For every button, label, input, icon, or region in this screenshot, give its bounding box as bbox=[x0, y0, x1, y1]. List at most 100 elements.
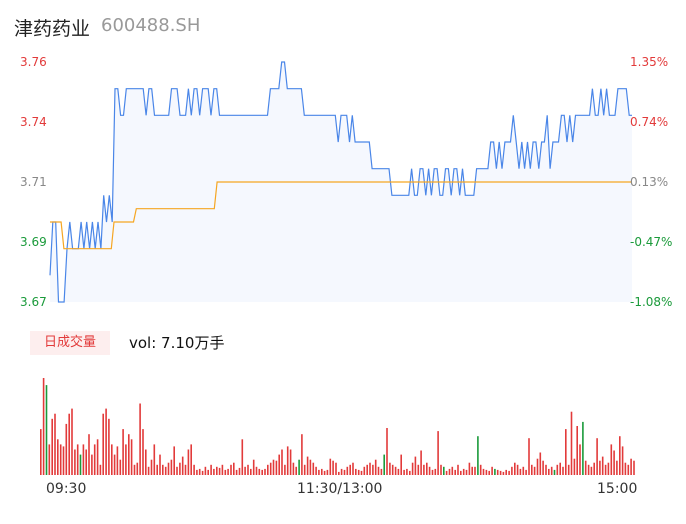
volume-bar bbox=[244, 466, 246, 475]
volume-bar bbox=[505, 469, 507, 475]
volume-bar bbox=[454, 469, 456, 475]
volume-bar bbox=[91, 454, 93, 475]
volume-bar bbox=[289, 449, 292, 475]
volume-bar bbox=[477, 436, 479, 475]
volume-bar bbox=[340, 468, 343, 475]
volume-bar bbox=[323, 470, 326, 475]
volume-bar bbox=[303, 464, 306, 475]
stock-code: 600488.SH bbox=[101, 15, 201, 36]
volume-bar bbox=[187, 449, 190, 475]
volume-bar bbox=[278, 454, 280, 475]
average-price-line bbox=[50, 181, 632, 250]
volume-bar bbox=[204, 466, 207, 475]
volume-bar bbox=[357, 469, 360, 475]
volume-bar bbox=[142, 429, 144, 475]
volume-bar bbox=[383, 454, 385, 475]
volume-bar bbox=[593, 462, 595, 475]
volume-bar bbox=[502, 471, 505, 475]
volume-bar bbox=[519, 468, 522, 475]
volume-bar bbox=[363, 466, 366, 475]
volume-bar bbox=[550, 466, 553, 475]
volume-bar bbox=[306, 456, 309, 475]
volume-bar bbox=[68, 413, 70, 475]
volume-bar bbox=[145, 449, 147, 475]
volume-bar bbox=[409, 470, 411, 475]
volume-bar bbox=[440, 464, 442, 475]
volume-text: vol: 7.10万手 bbox=[129, 334, 225, 352]
pct-tick-1: 0.74% bbox=[630, 115, 669, 129]
volume-bar bbox=[210, 464, 212, 475]
volume-bar bbox=[621, 446, 624, 475]
pct-tick-2: 0.13% bbox=[630, 175, 669, 189]
volume-bar bbox=[284, 464, 286, 475]
volume-bar bbox=[59, 444, 62, 475]
volume-bar bbox=[315, 466, 317, 475]
volume-bar bbox=[147, 466, 150, 475]
volume-bar bbox=[479, 464, 482, 475]
volume-bar bbox=[179, 462, 181, 475]
volume-bar bbox=[559, 462, 561, 475]
price-tick-3: 3.69 bbox=[20, 235, 47, 249]
volume-bar bbox=[261, 469, 263, 475]
volume-bar bbox=[374, 459, 377, 475]
volume-bar bbox=[499, 470, 502, 475]
volume-bar bbox=[431, 469, 434, 475]
volume-bar bbox=[565, 429, 567, 475]
volume-bar bbox=[230, 464, 232, 475]
volume-bar bbox=[62, 446, 65, 475]
volume-bar bbox=[355, 468, 357, 475]
volume-bar bbox=[238, 467, 241, 475]
volume-bar bbox=[465, 469, 468, 475]
volume-bar bbox=[173, 446, 175, 475]
volume-bar bbox=[116, 446, 119, 475]
volume-bar bbox=[386, 428, 388, 475]
volume-bar bbox=[372, 464, 374, 475]
volume-bar bbox=[301, 434, 303, 475]
volume-bar bbox=[45, 385, 48, 475]
volume-bar bbox=[102, 413, 104, 475]
volume-bar bbox=[525, 469, 527, 475]
volume-bar bbox=[292, 462, 295, 475]
volume-bar bbox=[411, 462, 414, 475]
volume-bar bbox=[207, 469, 209, 475]
volume-bar bbox=[485, 469, 488, 475]
volume-bar bbox=[417, 464, 420, 475]
volume-bar bbox=[241, 439, 244, 475]
volume-bar bbox=[258, 468, 261, 475]
pct-tick-0: 1.35% bbox=[630, 55, 669, 69]
price-tick-4: 3.67 bbox=[20, 295, 47, 309]
volume-bar bbox=[275, 460, 278, 475]
volume-bar bbox=[428, 466, 431, 475]
volume-bar bbox=[587, 464, 590, 475]
volume-bar bbox=[108, 418, 110, 475]
volume-bar bbox=[420, 450, 422, 475]
volume-bar bbox=[252, 459, 255, 475]
volume-bar bbox=[508, 470, 510, 475]
volume-bar bbox=[584, 460, 587, 475]
volume-bar bbox=[156, 464, 158, 475]
volume-bar bbox=[227, 468, 229, 475]
volume-bar bbox=[181, 456, 184, 475]
volume-bar bbox=[128, 434, 130, 475]
volume-bar bbox=[613, 450, 615, 475]
volume-bar bbox=[159, 454, 161, 475]
volume-bar bbox=[462, 468, 465, 475]
volume-bar bbox=[286, 446, 289, 475]
volume-bar bbox=[604, 464, 607, 475]
volume-bar bbox=[233, 462, 235, 475]
volume-bar bbox=[170, 459, 173, 475]
volume-bar bbox=[474, 466, 476, 475]
volume-bar bbox=[119, 459, 122, 475]
volume-bar bbox=[255, 466, 258, 475]
volume-bar bbox=[531, 464, 533, 475]
volume-bar bbox=[122, 429, 124, 475]
volume-bar bbox=[153, 444, 156, 475]
volume-bar bbox=[105, 408, 107, 475]
volume-bar bbox=[400, 454, 402, 475]
volume-bar bbox=[556, 464, 559, 475]
volume-bar bbox=[607, 462, 610, 475]
volume-bar bbox=[619, 436, 621, 475]
volume-bar bbox=[190, 444, 192, 475]
